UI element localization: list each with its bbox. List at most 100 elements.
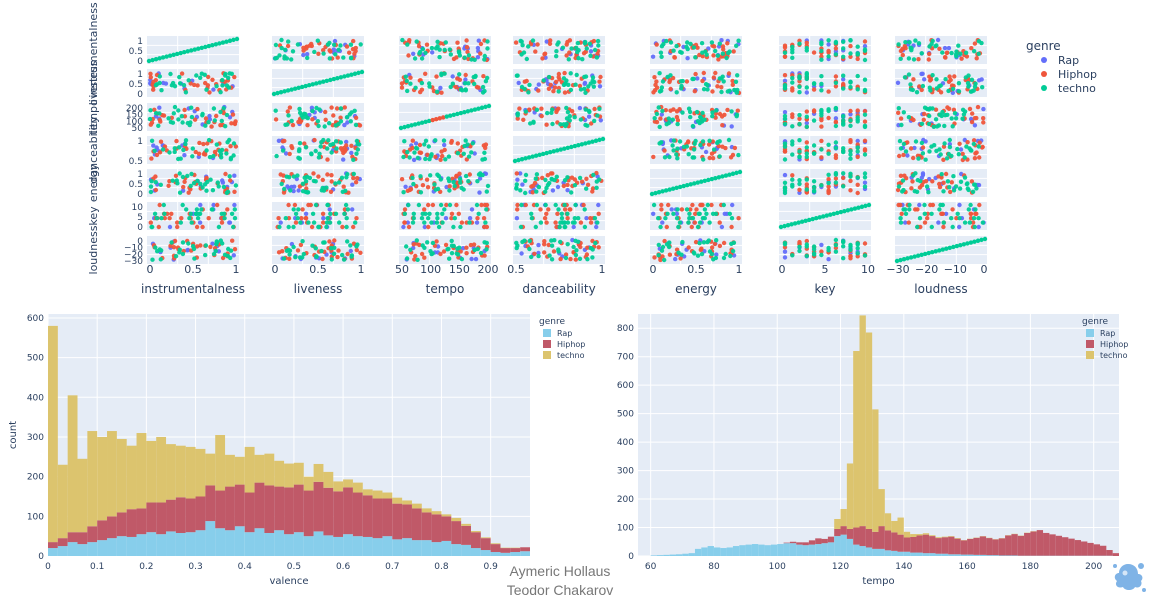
scatter-point <box>915 224 920 230</box>
scatter-point <box>717 139 722 144</box>
scatter-point <box>804 71 809 76</box>
scatter-point <box>797 154 802 159</box>
scatter-point <box>977 202 982 208</box>
splom-panel <box>513 69 605 97</box>
scatter-point <box>915 207 920 212</box>
histogram-bar <box>333 491 344 537</box>
scatter-point <box>472 151 477 156</box>
histogram-bar <box>846 463 854 529</box>
scatter-point <box>730 248 736 254</box>
scatter-point <box>181 184 186 190</box>
scatter-point <box>549 257 555 262</box>
x-tick-label: 100 <box>420 263 441 276</box>
scatter-point <box>327 220 333 225</box>
histogram-bar <box>846 528 854 539</box>
scatter-point <box>310 117 315 122</box>
scatter-point <box>965 140 970 145</box>
scatter-point <box>687 216 692 221</box>
scatter-point <box>517 106 522 111</box>
scatter-point <box>469 207 475 212</box>
scatter-point <box>409 123 414 128</box>
scatter-point <box>146 58 152 64</box>
scatter-point <box>660 254 665 259</box>
scatter-point <box>182 114 188 119</box>
scatter-point <box>819 40 824 45</box>
scatter-point <box>422 220 427 225</box>
scatter-point <box>348 119 353 124</box>
scatter-point <box>919 87 924 93</box>
scatter-point <box>677 220 683 225</box>
scatter-point <box>565 211 570 216</box>
scatter-point <box>148 189 154 195</box>
scatter-point <box>154 145 159 150</box>
scatter-point <box>923 139 928 144</box>
scatter-point <box>190 146 195 151</box>
scatter-point <box>189 220 194 225</box>
scatter-point <box>833 46 839 51</box>
scatter-point <box>565 188 570 193</box>
histogram-bar <box>362 536 373 556</box>
scatter-point <box>684 207 690 212</box>
scatter-point <box>797 112 802 118</box>
scatter-point <box>460 88 465 93</box>
y-tick-label: 0 <box>137 57 143 67</box>
histogram-bar <box>789 543 797 556</box>
histogram-bar <box>859 315 866 527</box>
scatter-point <box>157 56 162 61</box>
scatter-point <box>958 179 964 184</box>
scatter-point <box>526 155 532 160</box>
scatter-point <box>926 57 931 62</box>
scatter-point <box>819 113 824 118</box>
scatter-point <box>443 40 448 45</box>
histogram-bar <box>510 552 521 556</box>
scatter-point <box>900 52 905 58</box>
scatter-point <box>660 79 666 84</box>
histogram-bar <box>323 487 334 536</box>
scatter-point <box>154 216 160 221</box>
legend-entry: Rap <box>1100 329 1115 338</box>
scatter-point <box>448 113 453 118</box>
scatter-point <box>485 39 490 44</box>
histogram-bar <box>264 532 275 556</box>
scatter-point <box>916 57 921 62</box>
splom-panel <box>399 69 491 97</box>
histogram-bar <box>891 532 898 551</box>
scatter-point <box>434 74 439 79</box>
histogram-bar <box>431 542 442 556</box>
scatter-point <box>454 202 459 208</box>
scatter-point <box>228 144 233 149</box>
scatter-point <box>475 45 481 51</box>
scatter-point <box>692 181 697 186</box>
scatter-point <box>936 174 941 179</box>
scatter-point <box>725 107 730 113</box>
scatter-point <box>724 55 729 61</box>
x-tick-label: 0 <box>650 263 657 276</box>
scatter-point <box>782 121 788 127</box>
histogram-bar <box>470 548 481 556</box>
scatter-point <box>691 250 696 255</box>
scatter-point <box>291 207 296 212</box>
scatter-point <box>277 224 282 230</box>
scatter-point <box>674 43 679 49</box>
scatter-point <box>911 77 916 82</box>
splom-panel <box>513 236 605 264</box>
scatter-point <box>917 202 922 208</box>
scatter-point <box>309 152 314 157</box>
scatter-point <box>482 202 488 208</box>
scatter-point <box>459 185 464 191</box>
scatter-point <box>951 188 957 193</box>
scatter-point <box>552 238 557 243</box>
scatter-point <box>342 211 347 216</box>
scatter-point <box>855 145 860 150</box>
scatter-point <box>357 142 362 147</box>
scatter-point <box>467 220 472 225</box>
histogram-bar <box>136 433 147 509</box>
histogram-bar <box>878 548 885 556</box>
scatter-point <box>150 57 155 63</box>
scatter-point <box>468 242 474 248</box>
scatter-point <box>826 184 831 189</box>
scatter-point <box>305 55 310 61</box>
scatter-point <box>662 257 667 263</box>
scatter-point <box>719 38 724 43</box>
